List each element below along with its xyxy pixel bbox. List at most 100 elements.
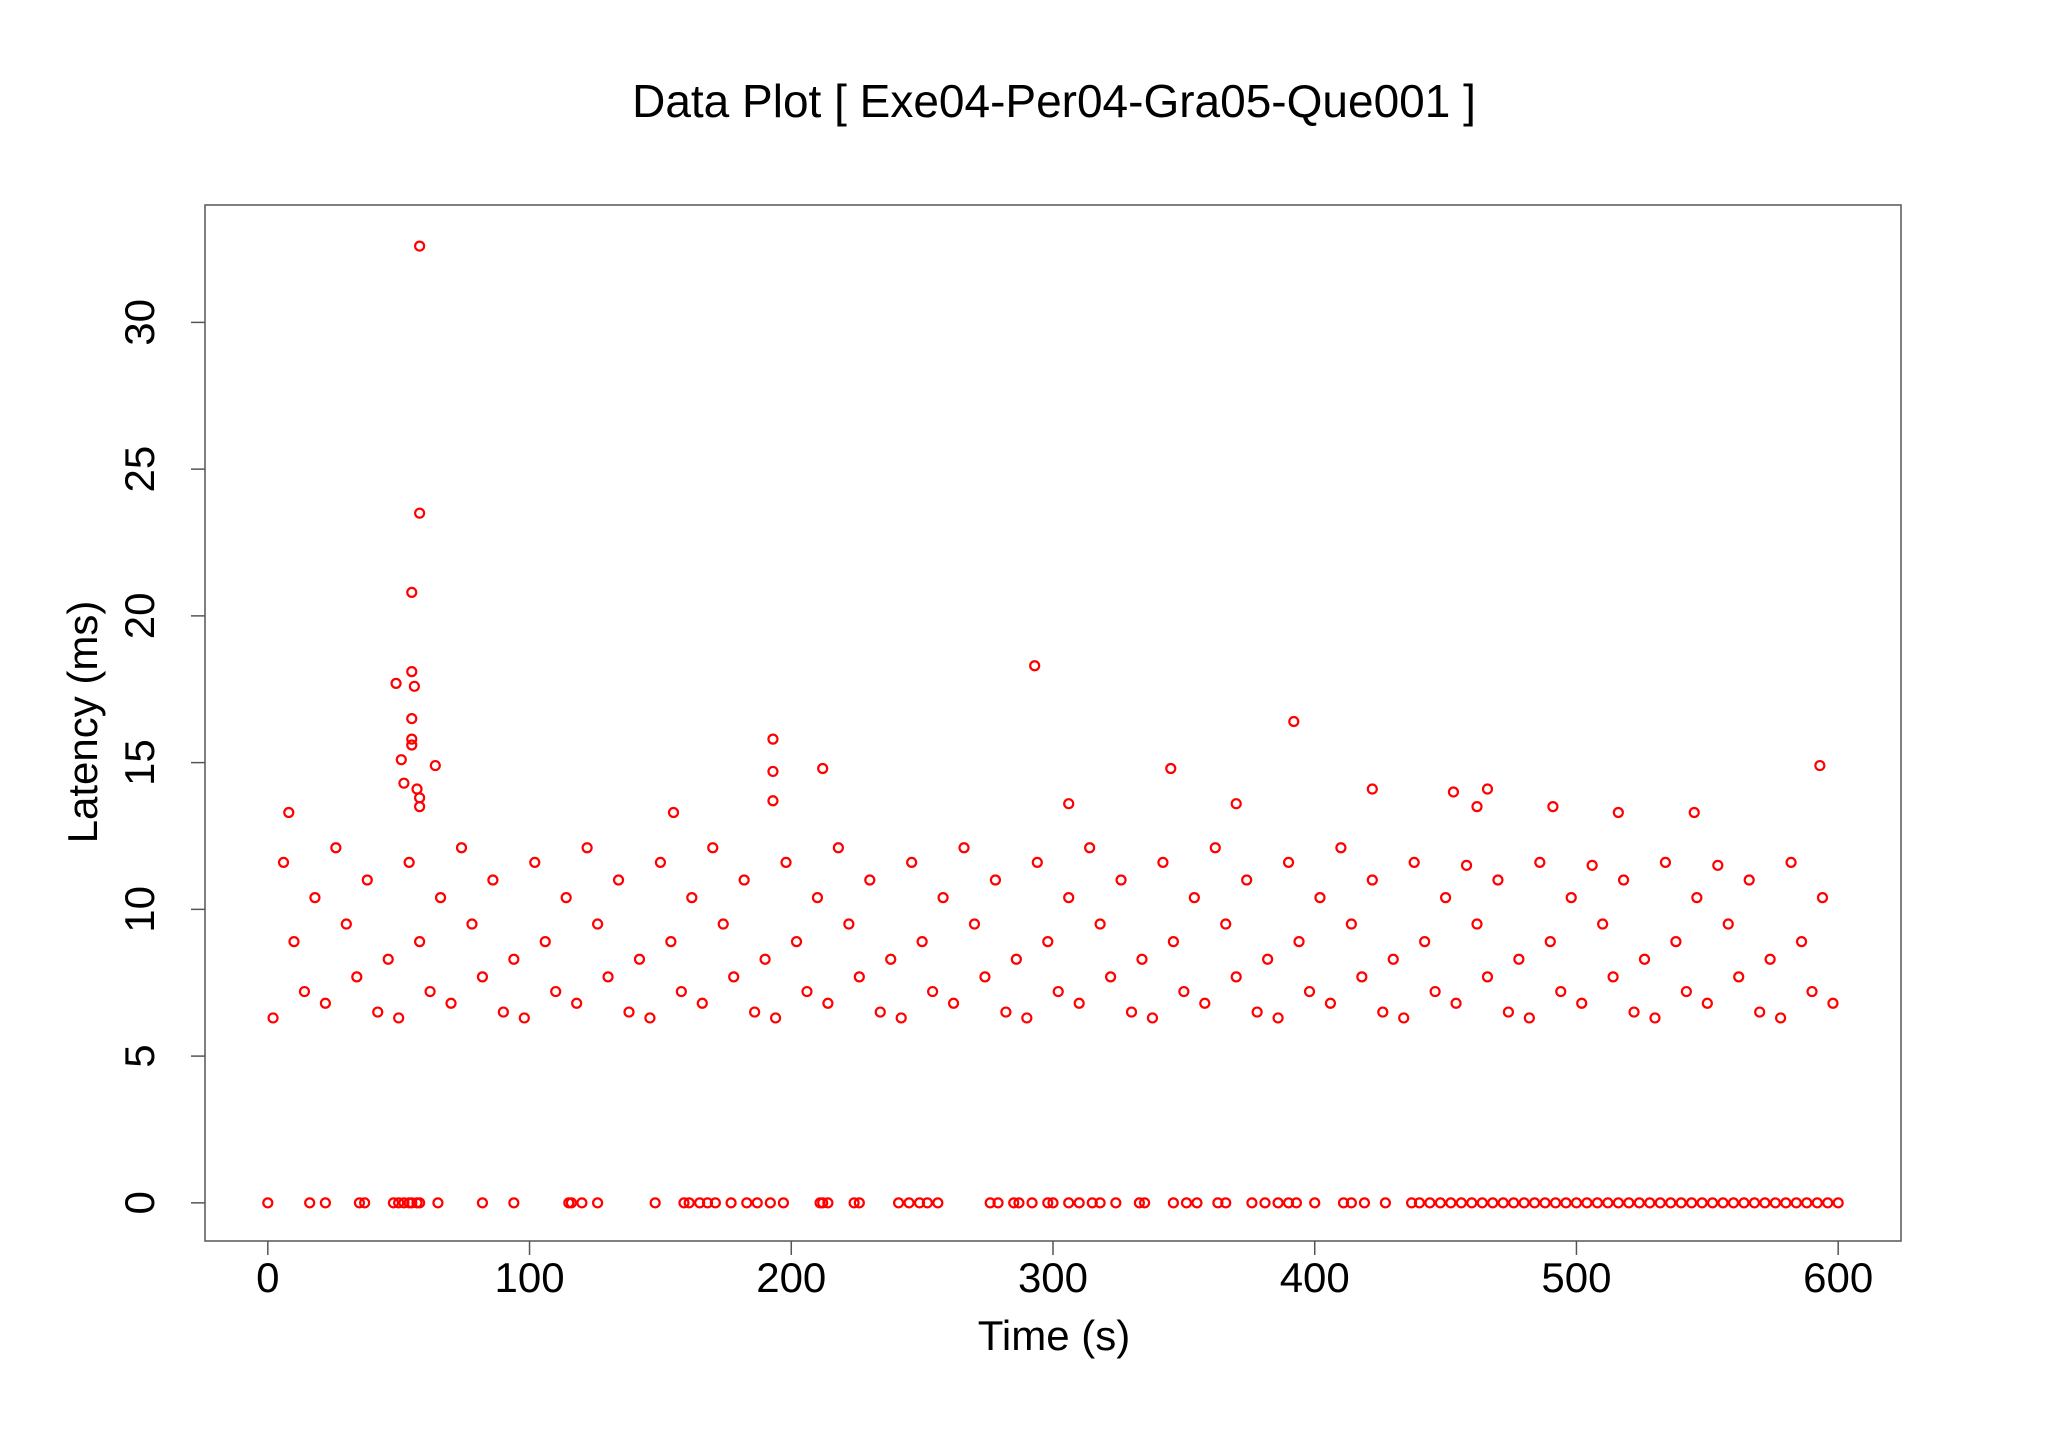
point [623,1006,635,1018]
y-axis-label: Latency (ms) [59,601,106,844]
point [1544,936,1556,948]
x-tick-label: 100 [495,1254,565,1301]
point [1607,971,1619,983]
point [1246,1197,1258,1209]
point [903,1197,915,1209]
point [591,1197,604,1209]
point [1560,1197,1572,1209]
point [309,892,321,904]
point [1188,892,1200,904]
point [1063,798,1075,810]
point [1644,1197,1656,1209]
point [1806,985,1818,998]
point [1063,892,1075,904]
point [738,874,750,886]
point [1712,859,1724,871]
point [1549,1197,1562,1209]
point [644,1012,656,1024]
point [683,1197,695,1209]
point [1638,953,1651,965]
point [979,971,991,983]
point [1581,1197,1593,1209]
point [434,892,447,904]
point [811,892,824,904]
point [1209,842,1221,854]
point [1094,1197,1106,1209]
point [725,1197,737,1209]
point [1220,918,1232,930]
point [709,1197,721,1209]
point [406,739,418,751]
point [414,792,426,804]
point [937,892,949,904]
point [751,1197,763,1209]
point [1523,1012,1535,1024]
point [1165,762,1177,775]
point [497,1006,509,1018]
point [927,985,939,998]
point [780,856,792,869]
point [1094,918,1106,930]
point [429,759,441,772]
point [707,842,719,854]
point [1358,1197,1371,1209]
point [1366,874,1378,886]
point [330,842,342,854]
point [1466,1197,1478,1209]
point [414,801,426,813]
point [319,1197,331,1209]
point [1811,1197,1823,1209]
point [1822,1197,1834,1209]
point [1706,1197,1719,1209]
point [1230,798,1242,810]
point [696,997,708,1009]
point [822,997,834,1009]
point [1387,953,1399,965]
point [777,1197,790,1209]
point [1481,783,1494,795]
point [1010,953,1022,965]
point [1738,1197,1750,1209]
point [1534,856,1546,869]
point [1241,874,1253,886]
point [1665,1197,1677,1209]
point [741,1197,753,1209]
point [1518,1197,1530,1209]
point [406,666,418,678]
point [340,918,352,930]
point [1795,936,1808,948]
point [1769,1197,1781,1209]
point [649,1197,661,1209]
x-tick-label: 600 [1803,1254,1873,1301]
point [817,762,829,775]
point [1814,759,1826,772]
point [1476,1197,1488,1209]
point [1785,856,1797,869]
point [1335,842,1347,854]
point [1191,1197,1203,1209]
point [767,733,779,745]
point [560,892,572,904]
point [654,856,667,869]
point [874,1006,886,1018]
point [1212,1197,1224,1209]
point [947,997,960,1009]
point [1633,1197,1645,1209]
point [1612,1197,1624,1209]
point [853,1197,865,1209]
point [414,240,426,252]
point [1029,660,1041,672]
point [1471,801,1483,813]
point [749,1006,761,1018]
point [1675,1197,1687,1209]
point [372,1006,384,1018]
x-tick-label: 300 [1018,1254,1088,1301]
point [1259,1197,1271,1209]
y-tick-label: 30 [116,299,163,346]
point [1424,1197,1436,1209]
point [1337,1197,1350,1209]
point [1157,856,1169,869]
point [921,1197,933,1209]
point [1827,997,1839,1009]
point [487,874,499,886]
